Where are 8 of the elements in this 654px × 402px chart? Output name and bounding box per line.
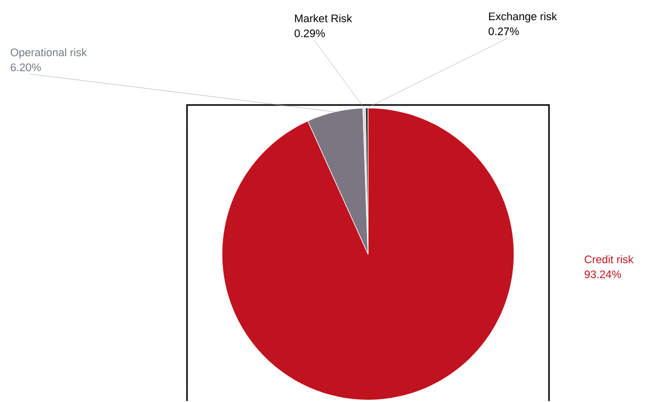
slice-label: Credit risk xyxy=(584,255,634,264)
data-label: 0.29% xyxy=(294,30,325,38)
slice-label: Operational risk xyxy=(10,48,87,59)
data-label: 6.20% xyxy=(10,64,41,72)
slice-label: Exchange risk xyxy=(489,12,558,23)
slice-label: Market Risk xyxy=(295,14,352,22)
data-label: 0.27% xyxy=(488,28,519,36)
data-label: 93.24% xyxy=(584,270,621,278)
